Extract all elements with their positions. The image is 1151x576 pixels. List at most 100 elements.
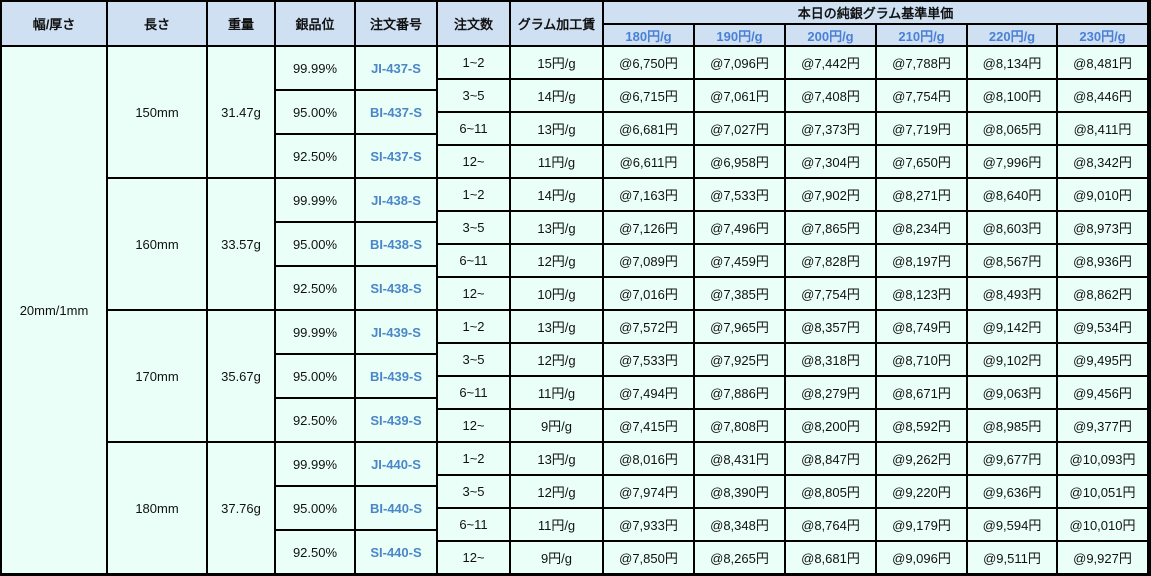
unit-price-cell: @8,197円 xyxy=(877,245,966,276)
unit-price-cell: @8,847円 xyxy=(786,443,875,474)
grade-cell: 99.99% xyxy=(276,47,354,89)
processing-fee-cell: 10円/g xyxy=(511,278,602,309)
processing-fee-cell: 14円/g xyxy=(511,80,602,111)
unit-price-cell: @10,093円 xyxy=(1058,443,1147,474)
unit-price-cell: @8,681円 xyxy=(786,542,875,573)
unit-price-cell: @7,533円 xyxy=(604,344,693,375)
weight-cell: 35.67g xyxy=(208,311,274,441)
header-fee: グラム加工賃 xyxy=(511,2,602,45)
unit-price-cell: @8,671円 xyxy=(877,377,966,408)
unit-price-cell: @9,534円 xyxy=(1058,311,1147,342)
header-length: 長さ xyxy=(108,2,206,45)
grade-cell: 99.99% xyxy=(276,179,354,221)
processing-fee-cell: 9円/g xyxy=(511,542,602,573)
unit-price-cell: @8,805円 xyxy=(786,476,875,507)
unit-price-cell: @7,408円 xyxy=(786,80,875,111)
quantity-cell: 6~11 xyxy=(438,245,509,276)
quantity-cell: 6~11 xyxy=(438,113,509,144)
quantity-cell: 12~ xyxy=(438,146,509,177)
unit-price-cell: @6,715円 xyxy=(604,80,693,111)
processing-fee-cell: 12円/g xyxy=(511,476,602,507)
unit-price-cell: @7,828円 xyxy=(786,245,875,276)
grade-cell: 99.99% xyxy=(276,443,354,485)
order-number: BI-437-S xyxy=(356,91,436,133)
unit-price-cell: @8,862円 xyxy=(1058,278,1147,309)
unit-price-cell: @7,996円 xyxy=(968,146,1056,177)
unit-price-cell: @7,850円 xyxy=(604,542,693,573)
grade-cell: 95.00% xyxy=(276,91,354,133)
unit-price-cell: @7,974円 xyxy=(604,476,693,507)
order-number: SI-439-S xyxy=(356,399,436,441)
unit-price-cell: @9,495円 xyxy=(1058,344,1147,375)
unit-price-cell: @7,126円 xyxy=(604,212,693,243)
unit-price-cell: @8,640円 xyxy=(968,179,1056,210)
unit-price-cell: @7,865円 xyxy=(786,212,875,243)
unit-price-cell: @9,096円 xyxy=(877,542,966,573)
grade-cell: 92.50% xyxy=(276,531,354,573)
quantity-cell: 12~ xyxy=(438,410,509,441)
unit-price-cell: @7,572円 xyxy=(604,311,693,342)
unit-price-cell: @7,533円 xyxy=(695,179,784,210)
unit-price-cell: @9,102円 xyxy=(968,344,1056,375)
price-column-header: 210円/g xyxy=(877,25,966,45)
unit-price-cell: @8,016円 xyxy=(604,443,693,474)
order-number: SI-440-S xyxy=(356,531,436,573)
quantity-cell: 12~ xyxy=(438,542,509,573)
unit-price-cell: @7,719円 xyxy=(877,113,966,144)
unit-price-cell: @8,100円 xyxy=(968,80,1056,111)
unit-price-cell: @7,304円 xyxy=(786,146,875,177)
header-qty: 注文数 xyxy=(438,2,509,45)
header-order-no: 注文番号 xyxy=(356,2,436,45)
processing-fee-cell: 13円/g xyxy=(511,113,602,144)
unit-price-cell: @7,494円 xyxy=(604,377,693,408)
processing-fee-cell: 13円/g xyxy=(511,311,602,342)
unit-price-cell: @9,220円 xyxy=(877,476,966,507)
processing-fee-cell: 14円/g xyxy=(511,179,602,210)
unit-price-cell: @8,411円 xyxy=(1058,113,1147,144)
quantity-cell: 6~11 xyxy=(438,377,509,408)
unit-price-cell: @7,385円 xyxy=(695,278,784,309)
quantity-cell: 1~2 xyxy=(438,47,509,78)
header-weight: 重量 xyxy=(208,2,274,45)
processing-fee-cell: 15円/g xyxy=(511,47,602,78)
weight-cell: 33.57g xyxy=(208,179,274,309)
unit-price-cell: @10,051円 xyxy=(1058,476,1147,507)
unit-price-cell: @7,808円 xyxy=(695,410,784,441)
unit-price-cell: @7,754円 xyxy=(786,278,875,309)
unit-price-cell: @8,123円 xyxy=(877,278,966,309)
unit-price-cell: @8,431円 xyxy=(695,443,784,474)
unit-price-cell: @8,134円 xyxy=(968,47,1056,78)
length-cell: 170mm xyxy=(108,311,206,441)
unit-price-cell: @8,936円 xyxy=(1058,245,1147,276)
order-number: SI-438-S xyxy=(356,267,436,309)
unit-price-cell: @8,271円 xyxy=(877,179,966,210)
unit-price-cell: @7,442円 xyxy=(786,47,875,78)
unit-price-cell: @7,061円 xyxy=(695,80,784,111)
unit-price-cell: @8,200円 xyxy=(786,410,875,441)
unit-price-cell: @7,373円 xyxy=(786,113,875,144)
quantity-cell: 6~11 xyxy=(438,509,509,540)
unit-price-cell: @9,179円 xyxy=(877,509,966,540)
price-column-header: 180円/g xyxy=(604,25,693,45)
quantity-cell: 3~5 xyxy=(438,80,509,111)
unit-price-cell: @7,933円 xyxy=(604,509,693,540)
header-width: 幅/厚さ xyxy=(2,2,106,45)
header-base-price: 本日の純銀グラム基準単価 xyxy=(604,2,1147,23)
quantity-cell: 12~ xyxy=(438,278,509,309)
quantity-cell: 3~5 xyxy=(438,344,509,375)
unit-price-cell: @9,927円 xyxy=(1058,542,1147,573)
price-column-header: 190円/g xyxy=(695,25,784,45)
unit-price-cell: @6,958円 xyxy=(695,146,784,177)
grade-cell: 95.00% xyxy=(276,223,354,265)
unit-price-cell: @7,925円 xyxy=(695,344,784,375)
unit-price-cell: @8,342円 xyxy=(1058,146,1147,177)
unit-price-cell: @9,262円 xyxy=(877,443,966,474)
unit-price-cell: @7,016円 xyxy=(604,278,693,309)
order-number: JI-438-S xyxy=(356,179,436,221)
unit-price-cell: @8,265円 xyxy=(695,542,784,573)
order-number: BI-440-S xyxy=(356,487,436,529)
unit-price-cell: @7,788円 xyxy=(877,47,966,78)
unit-price-cell: @8,764円 xyxy=(786,509,875,540)
order-number: JI-440-S xyxy=(356,443,436,485)
